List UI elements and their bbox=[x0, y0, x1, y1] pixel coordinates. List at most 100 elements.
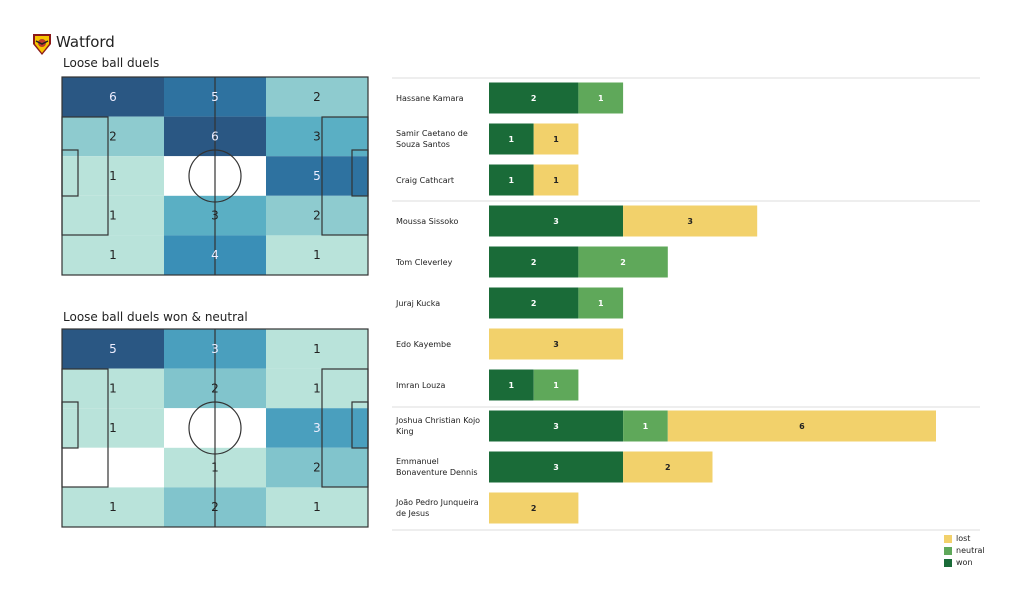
player-name: Edo Kayembe bbox=[396, 340, 452, 349]
bar-label: 3 bbox=[687, 217, 693, 226]
player-name: Imran Louza bbox=[396, 381, 446, 390]
bar-label: 1 bbox=[553, 176, 559, 185]
heatmap-title: Loose ball duels bbox=[63, 56, 160, 70]
bar-lost bbox=[533, 123, 579, 155]
heatmap-cell bbox=[266, 195, 368, 236]
bar-won bbox=[489, 205, 624, 237]
bar-won bbox=[489, 82, 579, 114]
heatmap-label: 5 bbox=[313, 169, 321, 183]
player-name: Samir Caetano de Souza Santos bbox=[396, 129, 468, 149]
bar-label: 1 bbox=[598, 299, 604, 308]
legend-neutral: neutral bbox=[944, 546, 985, 555]
heatmap-label: 1 bbox=[109, 169, 117, 183]
heatmap-label: 3 bbox=[313, 421, 321, 435]
heatmap-label: 4 bbox=[211, 248, 219, 262]
bar-neutral bbox=[623, 410, 668, 442]
heatmap-label: 1 bbox=[109, 248, 117, 262]
heatmap-label: 1 bbox=[211, 461, 219, 475]
heatmap-cell bbox=[62, 447, 164, 488]
bar-label: 1 bbox=[643, 422, 649, 431]
bar-won bbox=[489, 451, 624, 483]
bar-label: 3 bbox=[553, 422, 559, 431]
heatmap-label: 3 bbox=[313, 129, 321, 143]
heatmap-label: 1 bbox=[109, 209, 117, 223]
heatmap-cell bbox=[62, 487, 164, 527]
bar-label: 1 bbox=[553, 135, 559, 144]
heatmap-cell bbox=[266, 368, 368, 409]
heatmap-label: 2 bbox=[109, 129, 117, 143]
centre-circle bbox=[188, 149, 242, 203]
legend-label: neutral bbox=[956, 546, 985, 555]
heatmap-cell bbox=[62, 368, 164, 409]
legend-lost: lost bbox=[944, 534, 970, 543]
six-yard-box-right bbox=[351, 401, 369, 449]
bar-lost bbox=[667, 410, 936, 442]
heatmap-cell bbox=[62, 408, 164, 448]
bar-label: 2 bbox=[531, 299, 537, 308]
six-yard-box-right bbox=[351, 149, 369, 197]
heatmap-won-neutral: 5 3 1 1 2 1 1 3 1 2 1 2 1 bbox=[61, 328, 369, 528]
bar-label: 2 bbox=[665, 463, 671, 472]
heatmap-cell bbox=[266, 487, 368, 527]
bar-won bbox=[489, 410, 624, 442]
bar-won bbox=[489, 287, 579, 319]
heatmap-label: 2 bbox=[211, 381, 219, 395]
heatmap-label: 3 bbox=[211, 209, 219, 223]
heatmap-label: 6 bbox=[211, 129, 219, 143]
bar-label: 1 bbox=[509, 381, 515, 390]
six-yard-box-left bbox=[61, 401, 79, 449]
heatmap-cell bbox=[62, 77, 164, 117]
player-name: Juraj Kucka bbox=[396, 299, 441, 308]
player-name: Moussa Sissoko bbox=[396, 217, 459, 226]
bar-label: 3 bbox=[553, 217, 559, 226]
player-name: Craig Cathcart bbox=[396, 176, 455, 185]
legend-label: lost bbox=[956, 534, 971, 543]
heatmap-cell bbox=[62, 116, 164, 157]
bar-won bbox=[489, 164, 534, 196]
player-name: Hassane Kamara bbox=[396, 94, 464, 103]
legend-swatch bbox=[944, 558, 952, 567]
player-name: Tom Cleverley bbox=[396, 258, 453, 267]
bar-won bbox=[489, 123, 534, 155]
heatmap-label: 5 bbox=[211, 90, 219, 104]
heatmap-label: 5 bbox=[109, 342, 117, 356]
heatmap-loose-ball-duels: 6 5 2 2 6 3 1 5 1 3 2 1 4 1 bbox=[61, 76, 369, 276]
bar-label: 6 bbox=[799, 422, 805, 431]
bar-label: 2 bbox=[531, 94, 537, 103]
bar-label: 1 bbox=[598, 94, 604, 103]
heatmap-cell bbox=[266, 329, 368, 369]
heatmap-cell bbox=[266, 447, 368, 488]
bar-lost bbox=[623, 451, 713, 483]
bar-label: 1 bbox=[509, 176, 515, 185]
bar-lost bbox=[533, 164, 579, 196]
centre-circle bbox=[188, 401, 242, 455]
bar-neutral bbox=[578, 287, 624, 319]
bar-label: 1 bbox=[553, 381, 559, 390]
legend-swatch bbox=[944, 534, 952, 543]
bar-lost bbox=[489, 328, 624, 360]
heatmap-label: 1 bbox=[313, 381, 321, 395]
heatmap-cell bbox=[266, 116, 368, 157]
bar-label: 3 bbox=[553, 463, 559, 472]
heatmap-cell bbox=[62, 195, 164, 236]
bar-won bbox=[489, 246, 579, 278]
heatmap-cell bbox=[266, 235, 368, 275]
bar-label: 2 bbox=[531, 258, 537, 267]
team-name: Watford bbox=[56, 33, 115, 51]
heatmap-label: 3 bbox=[211, 342, 219, 356]
heatmap-cell bbox=[266, 77, 368, 117]
bar-label: 2 bbox=[531, 504, 537, 513]
heatmap-label: 2 bbox=[211, 500, 219, 514]
heatmap-label: 2 bbox=[313, 461, 321, 475]
heatmap-label: 1 bbox=[109, 500, 117, 514]
legend-swatch bbox=[944, 546, 952, 555]
heatmap-cell bbox=[266, 408, 368, 448]
player-name: Joshua Christian Kojo King bbox=[396, 416, 481, 436]
heatmap-cell bbox=[266, 156, 368, 196]
heatmap-label: 1 bbox=[313, 342, 321, 356]
heatmap-label: 1 bbox=[109, 381, 117, 395]
bar-lost bbox=[489, 492, 579, 524]
legend-label: won bbox=[956, 558, 973, 567]
heatmap-label: 1 bbox=[109, 421, 117, 435]
